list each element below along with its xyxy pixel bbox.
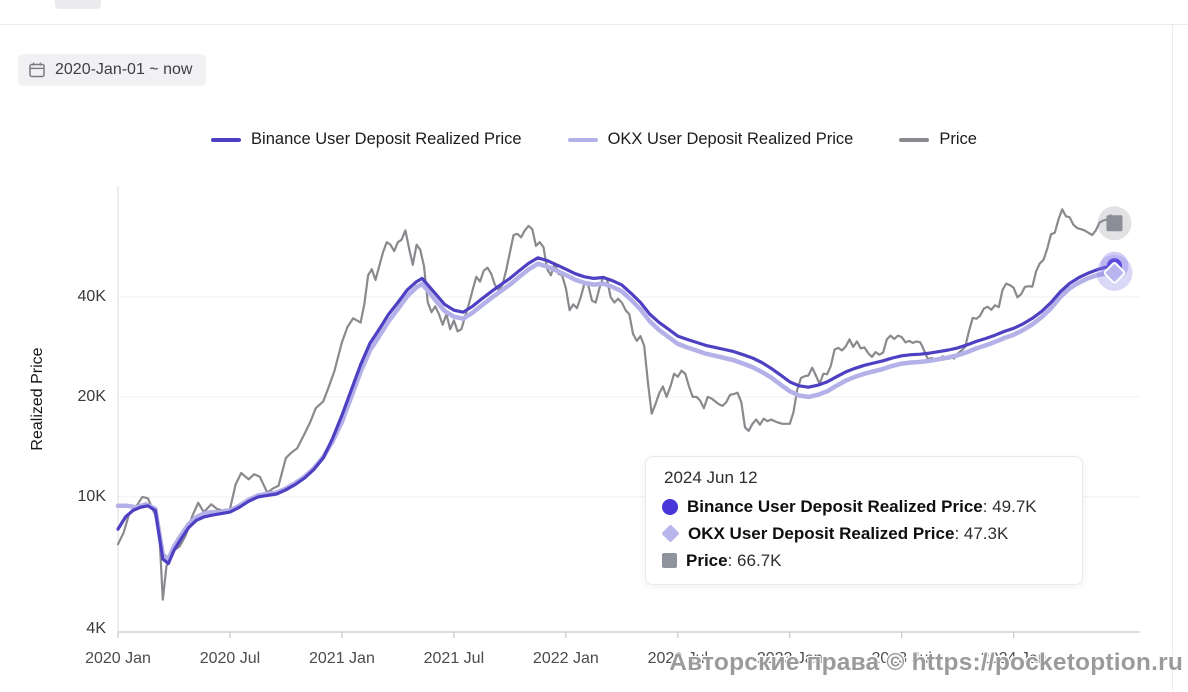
circle-marker-icon — [662, 498, 678, 515]
legend-item-binance[interactable]: Binance User Deposit Realized Price — [211, 130, 522, 149]
square-marker-icon — [662, 553, 677, 568]
y-axis-tick-label: 40K — [77, 288, 106, 305]
okx-line-swatch — [567, 137, 598, 142]
tooltip-row: Price: 66.7K — [662, 547, 1066, 574]
tooltip-rows: Binance User Deposit Realized Price: 49.… — [661, 493, 1066, 574]
watermark-text: Авторские права © https://pocketoption.r… — [669, 649, 1183, 676]
diamond-marker-icon — [1103, 262, 1126, 284]
diamond-marker-icon — [661, 524, 680, 543]
x-axis-tick-label: 2023 Jul — [871, 650, 932, 667]
tooltip-row: OKX User Deposit Realized Price: 47.3K — [661, 520, 1066, 547]
tooltip-date: 2024 Jun 12 — [664, 468, 758, 487]
x-axis-tick-label: 2024 Jan — [980, 650, 1047, 667]
x-axis-tick-label: 2021 Jul — [423, 650, 485, 667]
date-range-selector[interactable]: 2020-Jan-01 ~ now — [18, 54, 207, 86]
x-axis-tick-label: 2022 Jan — [532, 650, 599, 667]
legend-item-price[interactable]: Price — [899, 130, 977, 149]
x-axis-tick-label: 2021 Jan — [309, 650, 375, 667]
y-axis-tick-label: 10K — [77, 487, 106, 505]
price-line-swatch — [899, 137, 930, 142]
series-line[interactable] — [116, 208, 1120, 601]
y-axis-title: Realized Price — [29, 347, 46, 451]
legend-label-price: Price — [939, 130, 977, 148]
square-marker-icon — [1106, 215, 1123, 232]
legend-label-okx: OKX User Deposit Realized Price — [607, 130, 854, 148]
cropped-toolbar-fragment — [55, 0, 101, 9]
chart-tooltip: 2024 Jun 12 Binance User Deposit Realize… — [645, 456, 1083, 585]
legend-item-okx[interactable]: OKX User Deposit Realized Price — [567, 130, 854, 149]
x-axis-tick-label: 2023 Jan — [756, 650, 823, 667]
tooltip-row-text: Binance User Deposit Realized Price: 49.… — [687, 497, 1037, 516]
top-divider — [0, 24, 1188, 25]
tooltip-row-text: OKX User Deposit Realized Price: 47.3K — [688, 524, 1009, 543]
tooltip-row: Binance User Deposit Realized Price: 49.… — [662, 493, 1066, 520]
series-line[interactable] — [116, 256, 1120, 566]
legend-label-binance: Binance User Deposit Realized Price — [251, 130, 522, 148]
x-axis-tick-label: 2020 Jul — [199, 650, 261, 667]
calendar-icon — [28, 61, 46, 79]
date-range-label: 2020-Jan-01 ~ now — [55, 61, 193, 78]
right-panel-divider — [1172, 25, 1173, 692]
y-axis-tick-label: 4K — [86, 620, 106, 637]
tooltip-row-text: Price: 66.7K — [686, 551, 782, 570]
y-axis-tick-label: 20K — [77, 387, 106, 405]
x-axis-tick-label: 2020 Jan — [85, 650, 151, 667]
chart-legend: Binance User Deposit Realized Price OKX … — [0, 130, 1188, 149]
x-axis-tick-label: 2022 Jul — [647, 650, 709, 667]
binance-line-swatch — [211, 137, 242, 142]
